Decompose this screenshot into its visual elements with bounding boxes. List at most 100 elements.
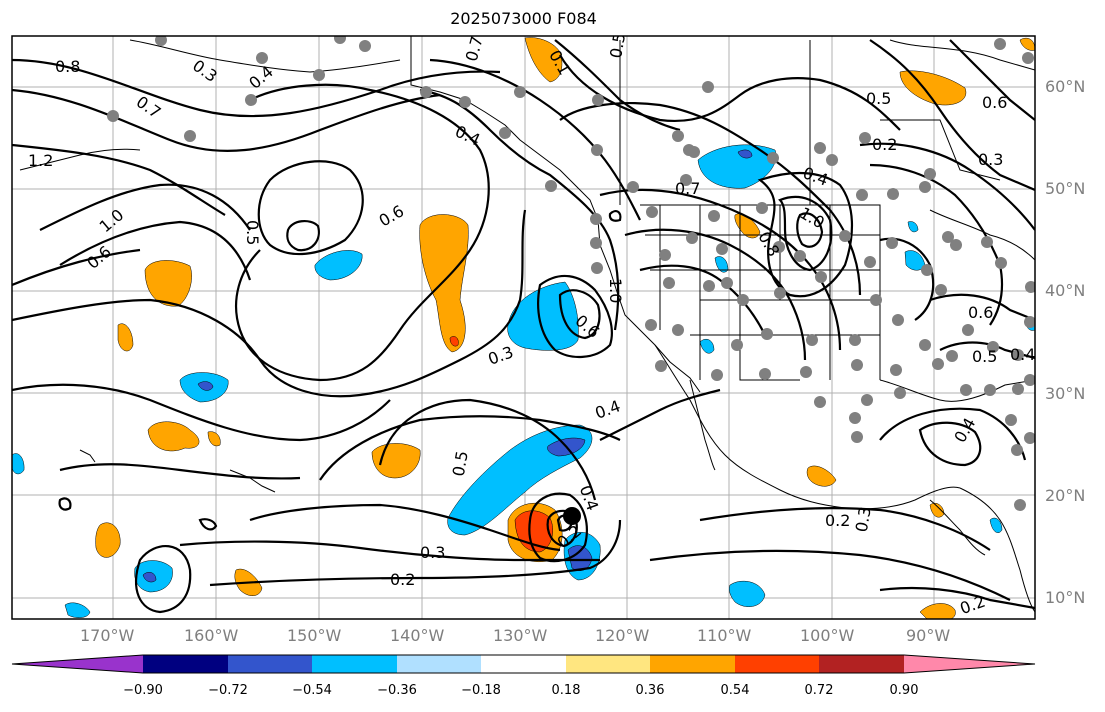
station-dot	[894, 387, 906, 399]
station-dot	[919, 181, 931, 193]
map-frame	[11, 35, 1036, 620]
station-dot	[861, 394, 873, 406]
station-dot	[184, 130, 196, 142]
colorbar-segment	[819, 655, 904, 673]
station-dot	[711, 369, 723, 381]
station-dot	[1011, 444, 1023, 456]
station-dot	[886, 237, 898, 249]
station-dot	[591, 262, 603, 274]
colorbar-segment	[566, 655, 650, 673]
shade-positive	[419, 214, 469, 353]
station-dot	[1024, 374, 1035, 386]
contour-label: 1.0	[606, 278, 625, 303]
station-dot	[921, 264, 933, 276]
contour-label: 0.3	[852, 505, 875, 533]
colorbar-tick-label: −0.36	[377, 683, 417, 698]
station-dot	[702, 81, 714, 93]
lat-label: 30°N	[1045, 384, 1086, 403]
contour-label: 0.4	[1010, 345, 1035, 364]
shade-positive	[95, 522, 121, 558]
station-dot	[256, 52, 268, 64]
station-dot	[334, 36, 346, 44]
colorbar-tick-label: 0.72	[804, 683, 834, 698]
colorbar-tick-label: 0.36	[635, 683, 665, 698]
contour-label: 1.0	[96, 205, 128, 236]
station-dot	[806, 334, 818, 346]
contour-label: 0.5	[243, 220, 262, 245]
station-dot	[890, 364, 902, 376]
station-dot	[994, 38, 1006, 50]
station-dot	[1025, 281, 1035, 293]
station-dot	[1024, 432, 1035, 444]
shade-negative	[907, 221, 919, 233]
shade-negative	[737, 149, 753, 159]
station-dot	[1012, 383, 1024, 395]
station-dot	[359, 40, 371, 52]
station-dot	[767, 152, 779, 164]
station-dot	[942, 231, 954, 243]
station-dot	[420, 86, 432, 98]
station-dot	[924, 168, 936, 180]
station-dot	[514, 86, 526, 98]
contour-label: 0.2	[390, 570, 415, 589]
lon-label: 110°W	[697, 626, 752, 645]
colorbar-tick-label: −0.72	[208, 683, 248, 698]
station-dot	[773, 241, 785, 253]
colorbar-tick-label: 0.18	[551, 683, 581, 698]
station-dot	[1014, 499, 1026, 511]
contour-label: 0.7	[462, 34, 487, 64]
lon-label: 160°W	[184, 626, 239, 645]
contour-label: 0.7	[675, 179, 700, 198]
station-dot	[995, 257, 1007, 269]
colorbar-outline	[11, 654, 1036, 674]
lat-label: 50°N	[1045, 179, 1086, 198]
station-dot	[859, 132, 871, 144]
shade-negative	[64, 602, 91, 618]
station-dot	[1024, 316, 1035, 328]
station-dot	[761, 328, 773, 340]
shade-negative	[314, 250, 363, 281]
shade-negative	[728, 580, 766, 607]
station-dot	[245, 94, 257, 106]
station-dot	[672, 130, 684, 142]
contour-label: 0.5	[606, 31, 629, 59]
station-dot	[499, 127, 511, 139]
station-dot	[851, 431, 863, 443]
lat-label: 60°N	[1045, 77, 1086, 96]
colorbar-segment	[735, 655, 819, 673]
station-dot	[703, 280, 715, 292]
station-dot	[856, 189, 868, 201]
station-dot	[107, 110, 119, 122]
lat-label: 20°N	[1045, 486, 1086, 505]
station-dots	[107, 36, 1035, 511]
colorbar-tick-label: 0.90	[889, 683, 919, 698]
colorbar	[11, 654, 1036, 674]
station-dot	[655, 360, 667, 372]
shade-negative	[197, 381, 214, 391]
colorbar-tick-label: −0.18	[461, 683, 501, 698]
station-dot	[759, 368, 771, 380]
contour-label: 0.4	[593, 396, 623, 423]
contour-label: 0.4	[245, 62, 277, 93]
station-dot	[1005, 414, 1017, 426]
contour-label: 0.5	[866, 89, 891, 108]
shade-positive	[929, 502, 945, 518]
station-dot	[716, 243, 728, 255]
contour-label: 1.0	[796, 203, 828, 232]
station-dot	[663, 277, 675, 289]
station-dot	[935, 284, 947, 296]
station-dot	[851, 359, 863, 371]
station-dot	[892, 314, 904, 326]
shade-negative	[989, 517, 1003, 533]
shade-positive	[1019, 37, 1035, 51]
shade-negative	[142, 572, 157, 583]
colorbar-segment	[904, 655, 1035, 673]
colorbar-tick-label: 0.54	[720, 683, 750, 698]
contour-label: 0.3	[486, 342, 516, 369]
lon-label: 90°W	[906, 626, 951, 645]
station-dot	[313, 69, 325, 81]
station-dot	[1022, 52, 1034, 64]
contour-label: 1.2	[28, 151, 53, 170]
shade-negative	[507, 281, 579, 351]
station-dot	[591, 144, 603, 156]
